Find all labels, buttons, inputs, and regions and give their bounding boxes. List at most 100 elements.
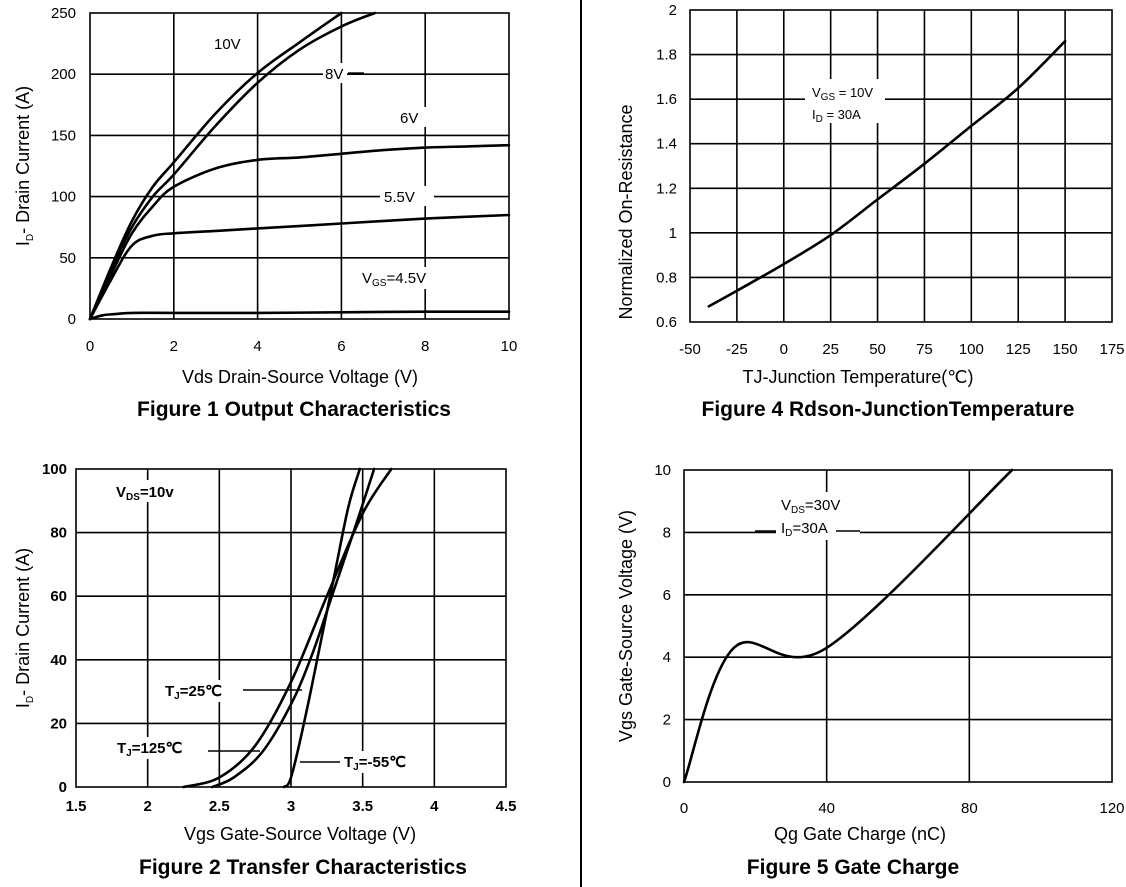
fig2-y-tick-label: 60 <box>50 588 67 605</box>
fig4-x-tick-label: 125 <box>1006 341 1031 358</box>
fig1-x-tick-label: 8 <box>421 338 429 355</box>
fig2-y-tick-label: 100 <box>42 461 67 478</box>
fig5-y-tick-label: 10 <box>654 462 671 479</box>
fig1-caption: Figure 1 Output Characteristics <box>137 398 451 421</box>
fig4-label-vgs: VGS = 10V <box>812 85 873 103</box>
fig2-curves <box>182 467 393 789</box>
fig1-y-tick-label: 0 <box>68 311 76 328</box>
fig5-label-vds: VDS=30V <box>781 497 840 516</box>
fig2-label-vds: VDS=10v <box>116 484 174 503</box>
fig1-label-8v: 8V <box>325 66 343 83</box>
fig2-grid <box>76 469 506 787</box>
fig2-y-axis-label: ID- Drain Current (A) <box>13 548 36 708</box>
fig4-y-tick-label: 1.8 <box>656 47 677 64</box>
fig2-caption: Figure 2 Transfer Characteristics <box>139 856 467 879</box>
fig1-x-tick-label: 4 <box>253 338 261 355</box>
fig4-x-tick-label: -50 <box>679 341 701 358</box>
fig2-label-tj-125: TJ=125℃ <box>117 740 183 759</box>
fig5-y-tick-label: 4 <box>663 649 671 666</box>
fig1-y-tick-label: 250 <box>51 5 76 22</box>
fig2-y-tick-label: 80 <box>50 525 67 542</box>
fig1-y-axis-label: ID- Drain Current (A) <box>13 86 36 246</box>
fig5-caption: Figure 5 Gate Charge <box>747 856 959 879</box>
fig5-curves <box>682 468 1014 784</box>
fig1-series-10v <box>88 11 343 321</box>
fig1-series-6v <box>88 143 511 321</box>
fig5-x-tick-label: 0 <box>680 800 688 817</box>
fig2-x-tick-label: 2 <box>143 798 151 815</box>
fig2-series-tj-125 <box>182 467 393 789</box>
fig1-x-ticks: 0 2 4 6 8 10 <box>86 338 518 355</box>
fig2-y-tick-label: 20 <box>50 715 67 732</box>
fig2-series-tj-25 <box>210 467 376 789</box>
fig5-y-ticks: 0 2 4 6 8 10 <box>654 462 671 791</box>
fig2-series-tj-55 <box>282 467 362 789</box>
fig2-x-tick-label: 2.5 <box>209 798 230 815</box>
fig2-y-tick-label: 0 <box>59 779 67 796</box>
fig4-series-rdson <box>707 39 1067 308</box>
fig4-x-tick-label: 150 <box>1053 341 1078 358</box>
fig1-series-4-5v <box>88 310 511 321</box>
fig4-x-ticks: -50 -25 0 25 50 75 100 125 150 175 <box>679 341 1124 358</box>
fig1-label-vgs-4-5v: VGS=4.5V <box>362 270 426 289</box>
fig2-y-ticks: 0 20 40 60 80 100 <box>42 461 67 796</box>
fig1-series-8v <box>88 11 377 321</box>
fig4-x-tick-label: 100 <box>959 341 984 358</box>
fig4-y-tick-label: 0.6 <box>656 314 677 331</box>
fig5-y-tick-label: 2 <box>663 712 671 729</box>
fig1-y-tick-label: 200 <box>51 66 76 83</box>
fig2-x-ticks: 1.5 2 2.5 3 3.5 4 4.5 <box>66 798 517 815</box>
fig5-x-axis-label: Qg Gate Charge (nC) <box>774 824 946 844</box>
figure-1-output-characteristics: 0 50 100 150 200 250 0 2 4 6 8 10 10V 8V 6V 5.5V V… <box>13 5 517 421</box>
figure-5-gate-charge: 0 2 4 6 8 10 0 40 80 120 VDS=30V ID=30A Qg Gate … <box>616 462 1125 879</box>
fig1-x-tick-label: 2 <box>170 338 178 355</box>
fig1-x-tick-label: 6 <box>337 338 345 355</box>
fig1-x-tick-label: 0 <box>86 338 94 355</box>
fig1-y-ticks: 0 50 100 150 200 250 <box>51 5 76 328</box>
fig4-label-id: ID = 30A <box>812 107 861 125</box>
figure-4-rdson-junction-temperature: 0.6 0.8 1 1.2 1.4 1.6 1.8 2 -50 -25 0 25 50 75 100 125… <box>616 2 1125 421</box>
fig4-y-tick-label: 1.6 <box>656 91 677 108</box>
fig4-x-tick-label: 50 <box>869 341 886 358</box>
fig4-caption: Figure 4 Rdson-JunctionTemperature <box>702 398 1075 421</box>
fig5-x-ticks: 0 40 80 120 <box>680 800 1125 817</box>
fig2-x-axis-label: Vgs Gate-Source Voltage (V) <box>184 824 416 844</box>
fig1-x-axis-label: Vds Drain-Source Voltage (V) <box>182 367 418 387</box>
fig4-y-tick-label: 1 <box>669 225 677 242</box>
fig4-y-tick-label: 0.8 <box>656 269 677 286</box>
fig2-x-tick-label: 3 <box>287 798 295 815</box>
fig2-label-tj-minus-55: TJ=-55℃ <box>344 754 406 773</box>
fig1-y-tick-label: 50 <box>59 250 76 267</box>
fig1-label-6v: 6V <box>400 110 418 127</box>
fig5-x-tick-label: 80 <box>961 800 978 817</box>
fig2-x-tick-label: 4 <box>430 798 439 815</box>
fig4-x-tick-label: 175 <box>1099 341 1124 358</box>
fig5-y-tick-label: 6 <box>663 587 671 604</box>
fig2-x-tick-label: 1.5 <box>66 798 87 815</box>
fig5-grid <box>684 470 1112 782</box>
fig2-y-tick-label: 40 <box>50 652 67 669</box>
fig4-x-tick-label: -25 <box>726 341 748 358</box>
fig5-x-tick-label: 120 <box>1099 800 1124 817</box>
fig1-series-5-5v <box>88 213 511 321</box>
fig4-x-tick-label: 0 <box>780 341 788 358</box>
fig4-y-tick-label: 1.4 <box>656 136 677 153</box>
fig2-x-tick-label: 3.5 <box>352 798 373 815</box>
fig1-x-tick-label: 10 <box>501 338 518 355</box>
fig5-x-tick-label: 40 <box>818 800 835 817</box>
figure-2-transfer-characteristics: 0 20 40 60 80 100 1.5 2 2.5 3 3.5 4 4.5 VDS=10v TJ=… <box>13 461 516 879</box>
fig4-y-axis-label: Normalized On-Resistance <box>616 104 636 319</box>
fig4-y-ticks: 0.6 0.8 1 1.2 1.4 1.6 1.8 2 <box>656 2 677 331</box>
fig4-grid <box>690 10 1112 322</box>
fig1-y-tick-label: 150 <box>51 127 76 144</box>
fig5-y-tick-label: 8 <box>663 524 671 541</box>
fig2-label-tj-25: TJ=25℃ <box>165 683 222 702</box>
fig1-label-5-5v: 5.5V <box>384 189 415 206</box>
fig5-series-vgs <box>682 468 1014 784</box>
fig4-x-axis-label: TJ-Junction Temperature(℃) <box>743 367 974 387</box>
fig5-label-id: ID=30A <box>781 520 828 539</box>
fig1-y-tick-label: 100 <box>51 189 76 206</box>
fig4-y-tick-label: 2 <box>669 2 677 19</box>
fig5-y-axis-label: Vgs Gate-Source Voltage (V) <box>616 510 636 742</box>
